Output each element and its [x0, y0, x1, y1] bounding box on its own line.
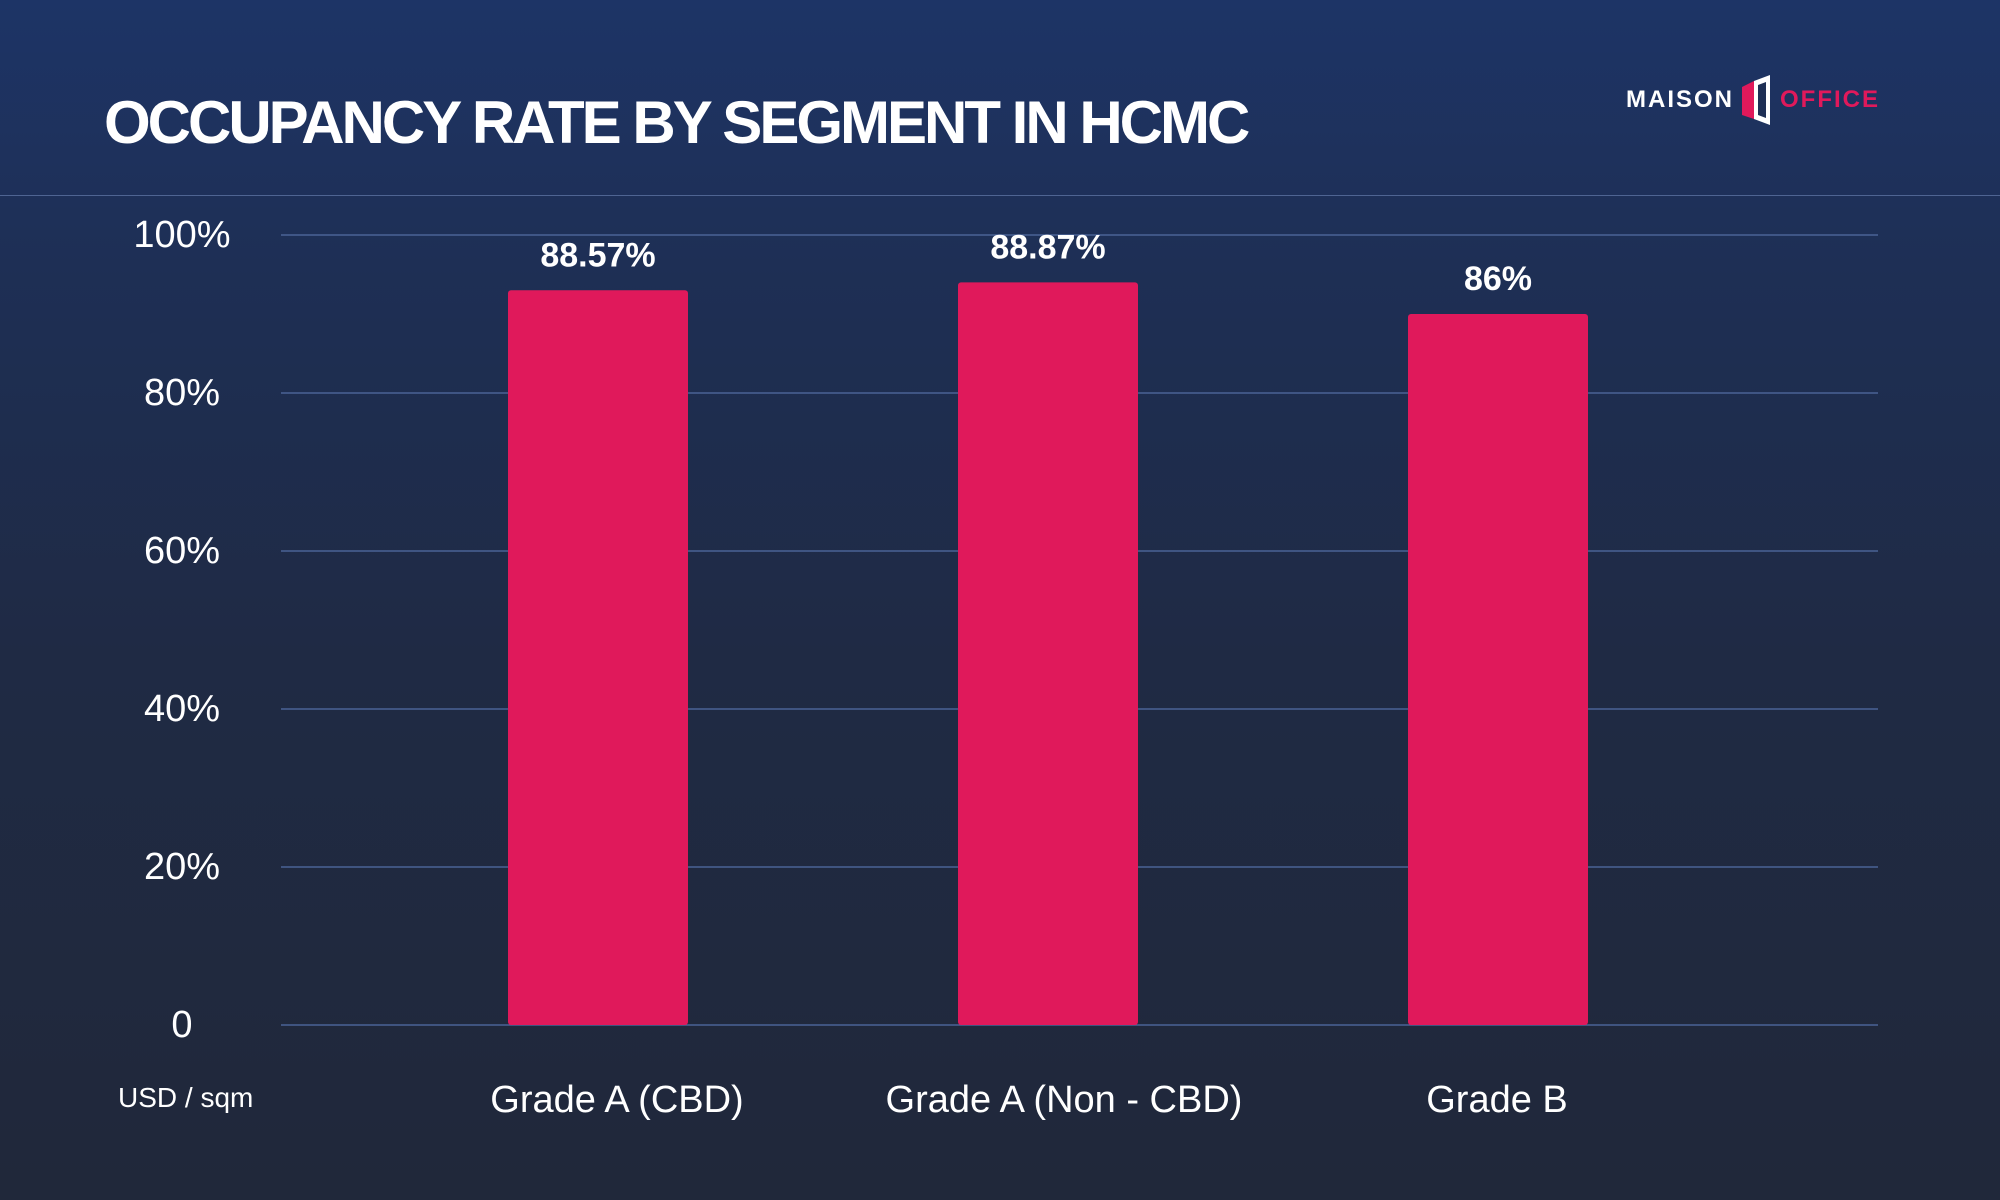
door-icon	[1742, 75, 1770, 125]
data-label: 88.87%	[990, 228, 1105, 266]
bar	[508, 290, 688, 1025]
logo-text-maison: MAISON	[1626, 86, 1734, 113]
x-tick-label: Grade A (Non - CBD)	[886, 1079, 1243, 1121]
y-axis-ticks: 0 20% 40% 60% 80% 100%	[133, 214, 230, 1046]
data-labels: 88.57% 88.87% 86%	[540, 228, 1532, 298]
unit-label: USD / sqm	[118, 1082, 254, 1113]
data-label: 86%	[1464, 260, 1532, 298]
logo-text-office: OFFICE	[1780, 86, 1880, 113]
header-divider	[0, 195, 2000, 196]
bars	[508, 282, 1588, 1025]
data-label: 88.57%	[540, 236, 655, 274]
x-tick-label: Grade A (CBD)	[490, 1079, 743, 1121]
bar	[1408, 314, 1588, 1025]
y-tick-label: 80%	[144, 372, 220, 414]
y-tick-label: 100%	[133, 214, 230, 256]
brand-logo: MAISON OFFICE	[1626, 74, 1880, 126]
x-axis-ticks: Grade A (CBD) Grade A (Non - CBD) Grade B	[490, 1079, 1567, 1121]
chart-title: OCCUPANCY RATE BY SEGMENT IN HCMC	[104, 89, 1250, 156]
x-tick-label: Grade B	[1426, 1079, 1568, 1121]
y-tick-label: 0	[171, 1004, 192, 1046]
y-tick-label: 20%	[144, 846, 220, 888]
y-tick-label: 40%	[144, 688, 220, 730]
y-tick-label: 60%	[144, 530, 220, 572]
bar	[958, 282, 1138, 1025]
